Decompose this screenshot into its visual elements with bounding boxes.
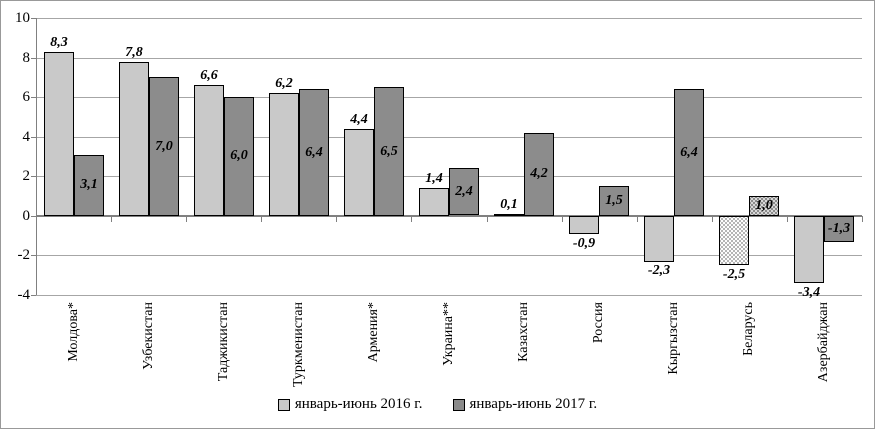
bar-value-label: -3,4	[797, 285, 821, 300]
gridline	[36, 58, 862, 59]
legend-label: январь-июнь 2017 г.	[469, 396, 598, 412]
y-tick-label: 8	[22, 50, 31, 66]
y-axis-tick	[31, 176, 36, 177]
legend-label: январь-июнь 2016 г.	[294, 396, 423, 412]
y-tick-label: 0	[22, 208, 31, 224]
y-axis-tick	[31, 295, 36, 296]
bar-value-label: 1,5	[605, 193, 623, 208]
bar-series1-Таджикистан	[194, 85, 224, 216]
y-axis-tick	[31, 18, 36, 19]
y-tick-label: 2	[22, 168, 31, 184]
category-label: Казахстан	[516, 302, 531, 362]
bar-series2-Кыргызстан	[674, 89, 704, 216]
y-axis-tick	[31, 58, 36, 59]
bar-value-label: 6,5	[380, 144, 398, 159]
category-axis-tick	[487, 216, 488, 222]
category-axis-tick	[862, 216, 863, 222]
y-tick-label: 6	[22, 89, 31, 105]
category-axis-tick	[787, 216, 788, 222]
category-label: Азербайджан	[816, 302, 831, 383]
bar-value-label: -1,3	[827, 221, 851, 236]
bar-series1-Казахстан	[494, 214, 524, 216]
bar-series2-Туркменистан	[299, 89, 329, 216]
bar-series2-Молдова*	[74, 155, 104, 216]
bar-value-label: 4,2	[530, 166, 548, 181]
legend-swatch-icon	[277, 398, 290, 411]
gridline	[36, 255, 862, 256]
y-tick-label: 4	[22, 129, 31, 145]
x-axis-zero-line	[36, 215, 862, 217]
bar-series2-Россия	[599, 186, 629, 216]
bar-value-label: 1,0	[755, 198, 773, 213]
bar-value-label: 2,4	[455, 184, 473, 199]
y-tick-label: 10	[15, 10, 30, 26]
y-axis-line	[36, 18, 37, 295]
bar-series1-Узбекистан	[119, 62, 149, 216]
legend: январь-июнь 2016 г. январь-июнь 2017 г.	[1, 396, 874, 413]
y-axis-tick	[31, 255, 36, 256]
bar-series1-Туркменистан	[269, 93, 299, 216]
y-tick-label: -2	[17, 247, 31, 263]
bar-series1-Кыргызстан	[644, 216, 674, 262]
bar-value-label: -2,5	[722, 267, 746, 282]
category-label: Молдова*	[66, 302, 81, 362]
bar-value-label: 8,3	[50, 35, 68, 50]
bar-series2-Армения*	[374, 87, 404, 216]
category-label: Армения*	[366, 302, 381, 363]
bar-series1-Беларусь	[719, 216, 749, 265]
bar-series1-Россия	[569, 216, 599, 234]
bar-series2-Азербайджан	[824, 216, 854, 242]
category-axis-tick	[336, 216, 337, 222]
y-axis-tick	[31, 216, 36, 217]
bar-series2-Беларусь	[749, 196, 779, 216]
bar-value-label: 3,1	[80, 177, 98, 192]
gridline	[36, 97, 862, 98]
gridline	[36, 18, 862, 19]
bar-value-label: 6,4	[680, 145, 698, 160]
legend-item-1: январь-июнь 2016 г.	[277, 396, 423, 413]
bar-value-label: 4,4	[350, 112, 368, 127]
bar-value-label: 7,0	[155, 139, 173, 154]
bar-value-label: 7,8	[125, 45, 143, 60]
legend-item-2: январь-июнь 2017 г.	[452, 396, 598, 413]
category-axis-tick	[36, 216, 37, 222]
y-axis-tick	[31, 97, 36, 98]
category-label: Узбекистан	[141, 302, 156, 370]
bar-series2-Казахстан	[524, 133, 554, 216]
bar-value-label: 6,0	[230, 148, 248, 163]
y-tick-label: -4	[17, 287, 31, 303]
bar-series1-Украина**	[419, 188, 449, 216]
category-label: Россия	[591, 302, 606, 344]
bar-series1-Азербайджан	[794, 216, 824, 283]
bar-value-label: 6,6	[200, 68, 218, 83]
gridline	[36, 295, 862, 296]
bar-value-label: -0,9	[572, 236, 596, 251]
category-axis-tick	[562, 216, 563, 222]
category-axis-tick	[712, 216, 713, 222]
category-axis-tick	[261, 216, 262, 222]
category-axis-tick	[637, 216, 638, 222]
category-label: Кыргызстан	[666, 302, 681, 375]
category-label: Украина**	[441, 302, 456, 366]
bar-series2-Узбекистан	[149, 77, 179, 216]
gridline	[36, 137, 862, 138]
bar-value-label: 1,4	[425, 171, 443, 186]
category-axis-tick	[411, 216, 412, 222]
bar-value-label: 6,2	[275, 76, 293, 91]
category-label: Туркменистан	[291, 302, 306, 387]
category-axis-tick	[186, 216, 187, 222]
bar-value-label: -2,3	[647, 263, 671, 278]
bar-series2-Украина**	[449, 168, 479, 215]
bar-series1-Армения*	[344, 129, 374, 216]
category-axis-tick	[111, 216, 112, 222]
bar-value-label: 0,1	[500, 197, 518, 212]
category-label: Таджикистан	[216, 302, 231, 382]
bar-value-label: 6,4	[305, 145, 323, 160]
bar-series1-Молдова*	[44, 52, 74, 216]
y-axis-tick	[31, 137, 36, 138]
category-label: Беларусь	[741, 302, 756, 356]
bar-series2-Таджикистан	[224, 97, 254, 216]
legend-swatch-icon	[452, 398, 465, 411]
